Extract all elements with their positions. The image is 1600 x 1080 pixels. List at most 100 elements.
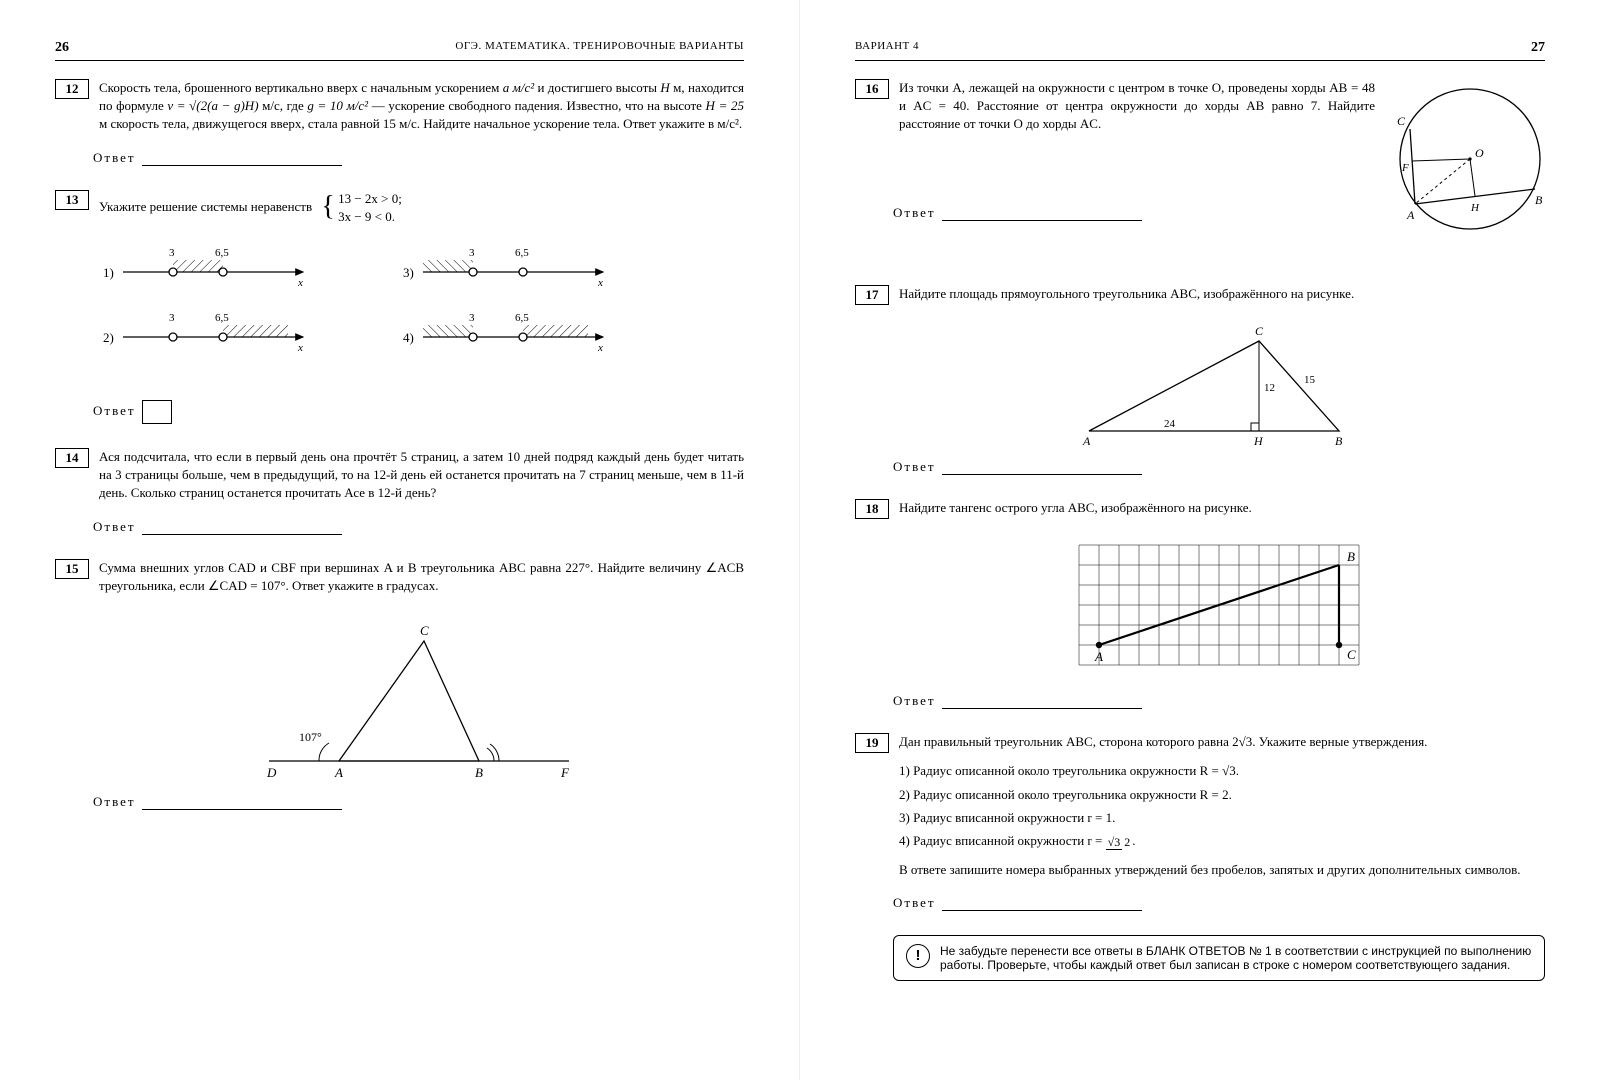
option-label: 4) [403, 330, 414, 345]
tick: 6,5 [515, 247, 529, 259]
length-label: 15 [1304, 374, 1316, 386]
option-1: 1) Радиус описанной около треугольника о… [899, 759, 1545, 782]
svg-text:A: A [1094, 649, 1103, 664]
point-label: C [1255, 324, 1264, 338]
tick: 3 [169, 247, 175, 259]
problem-text: Найдите тангенс острого угла ABC, изобра… [899, 499, 1545, 517]
inequality-top: 13 − 2x > 0; [338, 190, 402, 208]
reminder-notice: ! Не забудьте перенести все ответы в БЛА… [893, 935, 1545, 981]
option-2: 2) Радиус описанной около треугольника о… [899, 783, 1545, 806]
numerator: √3 [1106, 835, 1123, 850]
answer-12: Ответ [93, 150, 744, 166]
answer-15: Ответ [93, 794, 744, 810]
answer-18: Ответ [893, 693, 1545, 709]
answer-blank[interactable] [142, 153, 342, 166]
text: Скорость тела, брошенного вертикально вв… [99, 80, 503, 95]
answer-blank[interactable] [142, 522, 342, 535]
problem-text: Ася подсчитала, что если в первый день о… [99, 448, 744, 503]
text: g = 10 м/с² [307, 98, 368, 113]
answer-blank[interactable] [942, 462, 1142, 475]
denominator: 2 [1122, 835, 1132, 849]
problem-text: Укажите решение системы неравенств { 13 … [99, 190, 744, 226]
text: H = 25 [706, 98, 744, 113]
option-2: 2) 3 6,5 x [103, 312, 303, 354]
header-left: 26 ОГЭ. МАТЕМАТИКА. ТРЕНИРОВОЧНЫЕ ВАРИАН… [55, 40, 744, 61]
problem-number: 17 [855, 285, 889, 305]
answer-14: Ответ [93, 519, 744, 535]
point-label: A [1082, 434, 1091, 448]
triangle-angles-svg: 107° D A B F C [249, 611, 589, 786]
text: . [1132, 833, 1135, 848]
answer-label: Ответ [93, 519, 136, 534]
text: Дан правильный треугольник ABC, сторона … [899, 734, 1427, 749]
text: Укажите решение системы неравенств [99, 199, 312, 214]
book-title: ОГЭ. МАТЕМАТИКА. ТРЕНИРОВОЧНЫЕ ВАРИАНТЫ [455, 40, 744, 56]
formula: v = √(2(a − g)H) [167, 98, 258, 113]
problem-text: Скорость тела, брошенного вертикально вв… [99, 79, 744, 134]
option-3: 3) 3 6,5 x [403, 247, 603, 289]
problem-number: 18 [855, 499, 889, 519]
problem-18-figure: {"cols":14,"rows":6,"cell":20,"ox":20,"o… [893, 535, 1545, 685]
length-label: 12 [1264, 382, 1275, 394]
problem-number: 13 [55, 190, 89, 210]
answer-blank[interactable] [942, 696, 1142, 709]
problem-17-figure: A B C H 24 12 15 [893, 321, 1545, 451]
text: H [660, 80, 669, 95]
option-label: 2) [103, 330, 114, 345]
axis-label: x [297, 277, 303, 289]
tick: 3 [469, 312, 475, 324]
tick: 3 [169, 312, 175, 324]
page-left: 26 ОГЭ. МАТЕМАТИКА. ТРЕНИРОВОЧНЫЕ ВАРИАН… [0, 0, 800, 1080]
point-label: B [475, 765, 483, 780]
problem-text: Дан правильный треугольник ABC, сторона … [899, 733, 1545, 879]
problem-15-figure: 107° D A B F C [93, 611, 744, 786]
page-spread: 26 ОГЭ. МАТЕМАТИКА. ТРЕНИРОВОЧНЫЕ ВАРИАН… [0, 0, 1600, 1080]
tick: 6,5 [515, 312, 529, 324]
axis-label: x [597, 342, 603, 354]
answer-label: Ответ [893, 693, 936, 708]
answer-box[interactable] [142, 400, 172, 424]
problem-text: Сумма внешних углов CAD и CBF при вершин… [99, 559, 744, 595]
variant-title: ВАРИАНТ 4 [855, 40, 919, 56]
problem-19: 19 Дан правильный треугольник ABC, сторо… [855, 733, 1545, 879]
problem-12: 12 Скорость тела, брошенного вертикально… [55, 79, 744, 134]
answer-blank[interactable] [142, 797, 342, 810]
tick: 6,5 [215, 247, 229, 259]
problem-17: 17 Найдите площадь прямоугольного треуго… [855, 285, 1545, 305]
point-label: A [334, 765, 343, 780]
point-label: F [1401, 162, 1409, 174]
exclamation-icon: ! [906, 944, 930, 968]
answer-label: Ответ [93, 794, 136, 809]
point-label: B [1535, 193, 1543, 207]
option-3: 3) Радиус вписанной окружности r = 1. [899, 806, 1545, 829]
circle-chords-svg: O A B C F H [1385, 79, 1545, 239]
problem-text: Найдите площадь прямоугольного треугольн… [899, 285, 1545, 303]
problem-14: 14 Ася подсчитала, что если в первый ден… [55, 448, 744, 503]
point-label: A [1406, 208, 1415, 222]
answer-17: Ответ [893, 459, 1545, 475]
problem-13: 13 Укажите решение системы неравенств { … [55, 190, 744, 226]
length-label: 24 [1164, 418, 1176, 430]
problem-number: 14 [55, 448, 89, 468]
problem-number: 12 [55, 79, 89, 99]
answer-label: Ответ [893, 895, 936, 910]
inequality-bot: 3x − 9 < 0. [338, 208, 402, 226]
page-number-right: 27 [1531, 40, 1545, 56]
answer-blank[interactable] [942, 208, 1142, 221]
right-triangle-svg: A B C H 24 12 15 [1069, 321, 1369, 451]
text: — ускорение свободного падения. Известно… [368, 98, 705, 113]
answer-label: Ответ [893, 459, 936, 474]
svg-text:B: B [1347, 549, 1355, 564]
point-label: B [1335, 434, 1343, 448]
tick: 6,5 [215, 312, 229, 324]
point-label: O [1475, 146, 1484, 160]
notice-text: Не забудьте перенести все ответы в БЛАНК… [940, 944, 1532, 972]
option-1: 1) 3 6,5 x [103, 247, 303, 289]
number-lines-svg: 1) 3 6,5 x 3) 3 6,5 [93, 242, 713, 392]
angle-label: 107° [299, 730, 322, 744]
problem-number: 16 [855, 79, 889, 99]
text: a м/с² [503, 80, 534, 95]
page-right: ВАРИАНТ 4 27 16 O A B C [800, 0, 1600, 1080]
problem-number: 19 [855, 733, 889, 753]
answer-blank[interactable] [942, 898, 1142, 911]
